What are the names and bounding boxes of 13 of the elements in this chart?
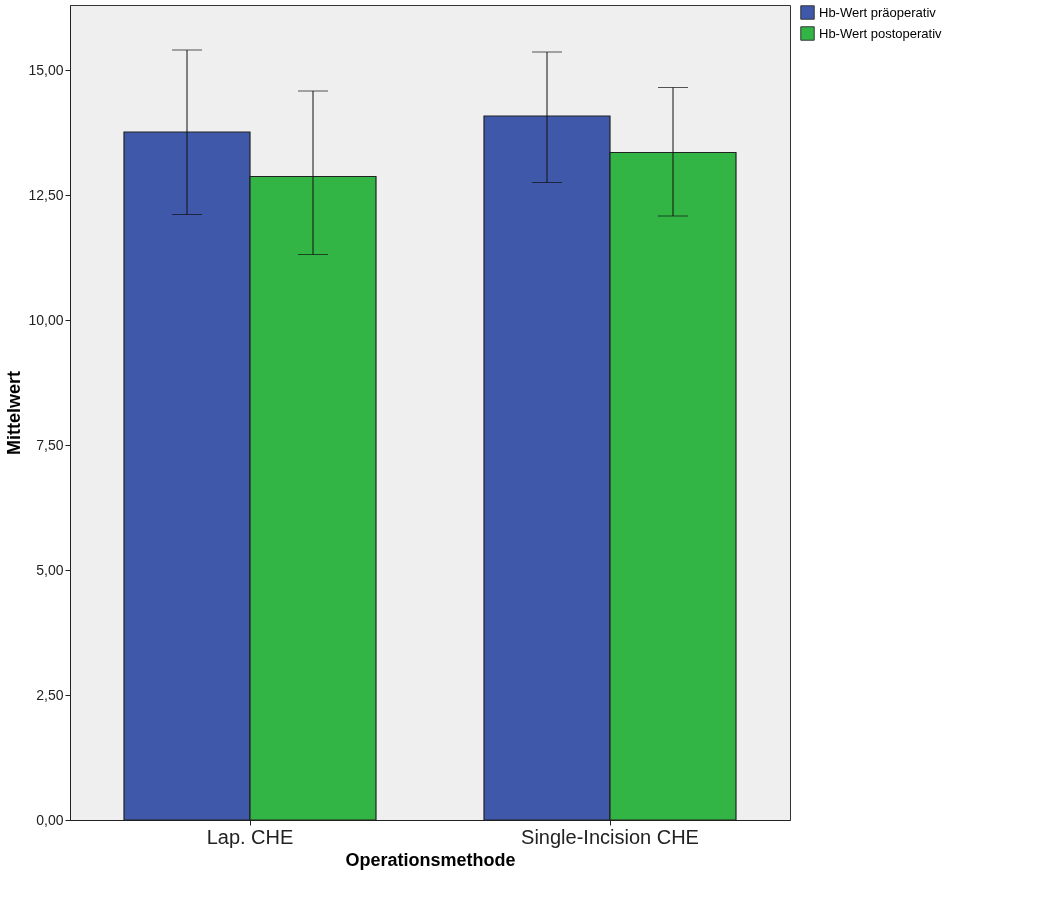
y-tick-label: 12,50	[28, 186, 64, 203]
y-tick-label: 0,00	[36, 811, 64, 828]
x-tick-label: Lap. CHE	[206, 825, 294, 848]
y-tick-label: 5,00	[36, 561, 64, 578]
y-tick-label: 10,00	[28, 311, 64, 328]
legend-label: Hb-Wert präoperativ	[819, 4, 937, 20]
y-tick-label: 2,50	[36, 686, 64, 703]
y-axis-title: Mittelwert	[4, 370, 25, 456]
y-tick-label: 7,50	[36, 436, 64, 453]
y-tick-label: 15,00	[28, 61, 64, 78]
x-tick-label: Single-Incision CHE	[521, 825, 699, 848]
x-axis-title: Operationsmethode	[345, 849, 516, 870]
legend-label: Hb-Wert postoperativ	[819, 25, 943, 41]
